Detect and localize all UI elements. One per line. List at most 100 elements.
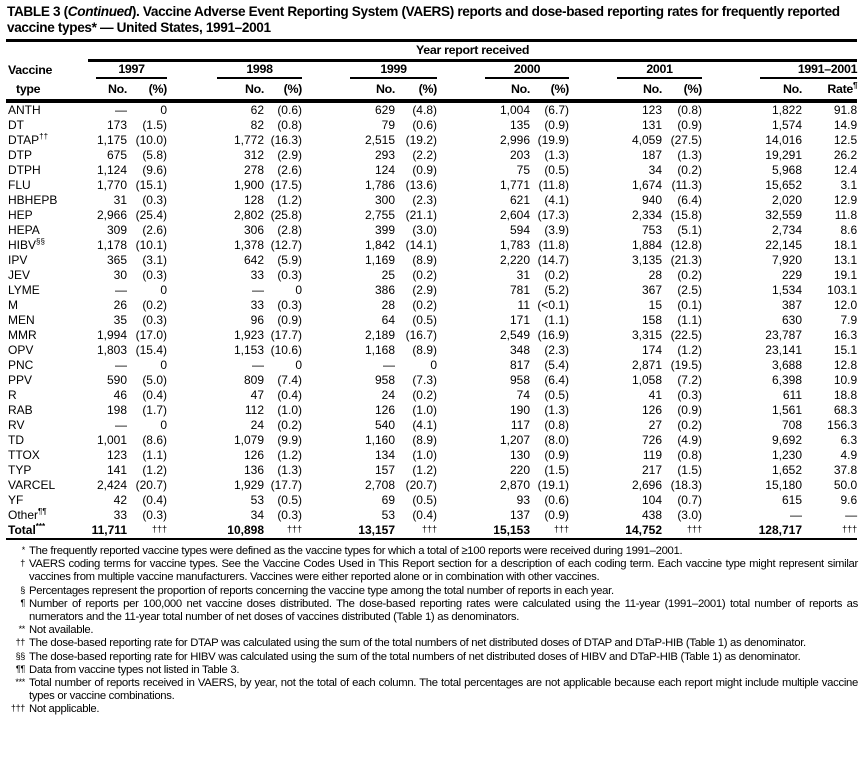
percent-cell: (7.2) [677,373,702,387]
count-cell: 3,135 [631,253,662,267]
count-cell: 1,160 [364,433,395,447]
count-cell: 23,787 [765,328,802,342]
footnote: †† The dose-based reporting rate for DTAP… [6,637,858,650]
count-cell: 62 [250,103,264,117]
percent-cell: (21.1) [405,208,437,222]
count-cell: 24 [250,418,264,432]
vaccine-name: TYP [8,463,32,477]
vaccine-name: R [8,388,17,402]
percent-cell: (2.5) [677,283,702,297]
count-cell: 809 [243,373,264,387]
percent-cell: (2.8) [277,223,302,237]
footnote-text: Not available. [29,624,94,637]
count-cell: 2,996 [499,133,530,147]
count-cell: 2,966 [96,208,127,222]
percent-cell: (0.9) [277,313,302,327]
count-cell: 630 [781,313,802,327]
count-cell: 23,141 [765,343,802,357]
count-cell: 1,772 [233,133,264,147]
percent-cell: (17.7) [270,478,302,492]
count-cell: 2,755 [364,208,395,222]
rate-label: Rate [827,82,854,96]
count-cell: 136 [243,463,264,477]
percent-cell: (3.0) [412,223,437,237]
vaccine-name: LYME [8,283,40,297]
vaccine-name: RV [8,418,25,432]
table-row: YF 42 (0.4) 53 (0.5) 69 (0.5) 93 (0.6) 104 (0.7) 61… [6,493,857,508]
percent-cell: (21.3) [670,253,702,267]
percent-cell: (1.0) [412,403,437,417]
rate-cell: 91.8 [833,103,858,117]
count-cell: 309 [106,223,127,237]
rate-cell: 18.8 [833,388,858,402]
vaccine-name: TTOX [8,448,40,462]
percent-cell: (0.8) [277,118,302,132]
percent-cell: (1.3) [677,148,702,162]
rate-cell: 19.1 [833,268,858,282]
percent-cell: (1.2) [412,463,437,477]
percent-cell: (25.8) [270,208,302,222]
count-cell: 128 [243,193,264,207]
count-cell: 217 [641,463,662,477]
year-header-2000: 2000 [437,62,569,79]
table-row: MMR 1,994 (17.0) 1,923 (17.7) 2,189 (16.7) 2,54… [6,328,857,343]
footnote-mark: *** [35,522,46,531]
count-cell: 33 [113,508,127,522]
percent-cell: (17.7) [270,328,302,342]
count-cell: 5,968 [771,163,802,177]
table-row: OPV 1,803 (15.4) 1,153 (10.6) 1,168 (8.9) 348 (2… [6,343,857,358]
count-cell: 28 [381,298,395,312]
percent-cell: (1.2) [277,193,302,207]
percent-cell: ††† [151,524,167,534]
percent-cell: (0.9) [677,118,702,132]
count-cell: 1,561 [771,403,802,417]
percent-cell: (0.2) [277,418,302,432]
count-cell: 15,153 [493,523,530,537]
percent-cell: (8.9) [412,253,437,267]
count-cell: 1,770 [96,178,127,192]
count-cell: 26 [113,298,127,312]
count-cell: 293 [374,148,395,162]
rate-cell: 15.1 [833,343,858,357]
count-cell: 2,696 [631,478,662,492]
rate-footnote-mark: ¶ [853,81,858,90]
count-cell: 1,652 [771,463,802,477]
count-cell: 10,898 [227,523,264,537]
count-cell: 611 [782,388,802,402]
percent-cell: (19.5) [670,358,702,372]
percent-cell: (9.6) [142,163,167,177]
percent-cell: (0.2) [677,268,702,282]
count-cell: 6,398 [771,373,802,387]
footnote: ††† Not applicable. [6,703,858,716]
percent-cell: (<0.1) [537,298,569,312]
count-cell: 34 [250,508,264,522]
percent-cell: (6.4) [544,373,569,387]
count-cell: 1,001 [96,433,127,447]
footnote: *** Total number of reports received in V… [6,677,858,703]
count-cell: 15,652 [765,178,802,192]
percent-cell: (2.9) [412,283,437,297]
vaccine-name: DTPH [8,163,41,177]
percent-cell: (1.2) [677,343,702,357]
vaccine-type: PPV [6,373,86,388]
count-cell: 278 [243,163,264,177]
footnote-mark: ¶ [20,597,25,608]
percent-cell: (0.6) [412,118,437,132]
count-cell: 2,515 [364,133,395,147]
vaccine-name: Other [8,508,39,522]
percent-cell: (0.9) [412,163,437,177]
percent-cell: (0.3) [277,268,302,282]
count-cell: 2,802 [233,208,264,222]
count-cell: 15,180 [765,478,802,492]
footnote-text: VAERS coding terms for vaccine types. Se… [29,558,858,584]
percent-cell: (22.5) [670,328,702,342]
percent-cell: (0.9) [544,118,569,132]
vaccine-type: YF [6,493,86,508]
count-cell: 387 [781,298,802,312]
count-cell: 24 [381,388,395,402]
footnote: ¶¶ Data from vaccine types not listed in … [6,664,858,677]
table-row: FLU 1,770 (15.1) 1,900 (17.5) 1,786 (13.6) 1,77… [6,178,857,193]
rate-cell: ††† [842,524,858,534]
percent-cell: (0.8) [677,448,702,462]
count-cell: 32,559 [765,208,802,222]
